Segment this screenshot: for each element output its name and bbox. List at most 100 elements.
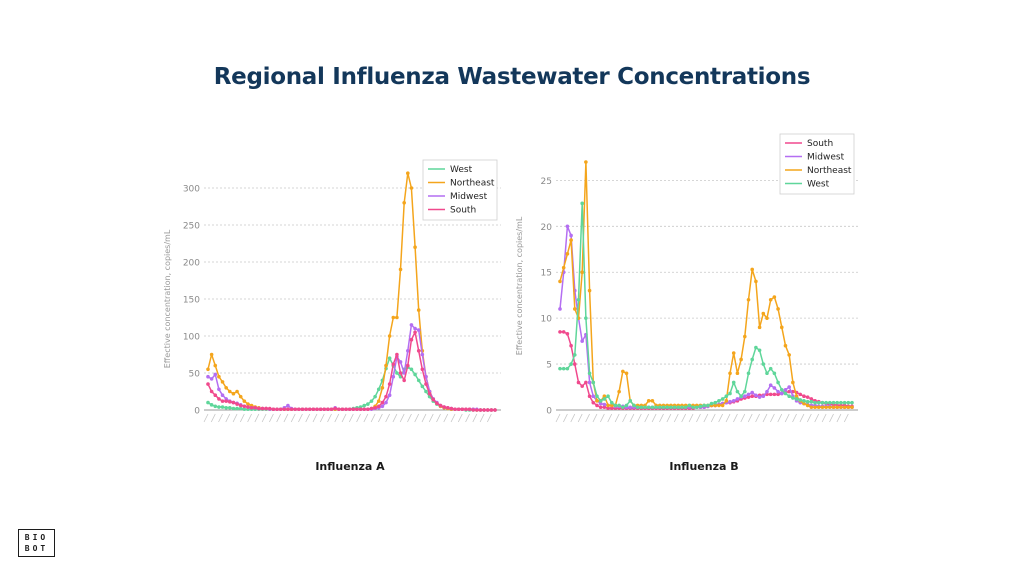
data-point-midwest xyxy=(591,394,596,399)
logo-line-2: BOT xyxy=(24,544,49,553)
data-point-south xyxy=(231,400,236,405)
x-tick-mark xyxy=(443,413,449,423)
data-point-south xyxy=(366,407,370,412)
x-tick-mark xyxy=(799,413,805,423)
y-axis-label: Effective concentration, copies/mL xyxy=(163,229,172,368)
data-point-south xyxy=(424,382,428,386)
data-point-northeast xyxy=(242,399,247,403)
data-point-west xyxy=(632,403,636,408)
data-point-south xyxy=(445,405,450,410)
x-tick-mark xyxy=(843,413,849,423)
x-tick-mark xyxy=(436,413,441,423)
x-tick-mark xyxy=(428,413,434,423)
data-point-west xyxy=(761,362,766,366)
data-point-northeast xyxy=(724,399,729,403)
data-point-northeast xyxy=(387,334,392,338)
data-point-south xyxy=(467,407,472,412)
data-point-west xyxy=(598,399,603,403)
data-point-west xyxy=(694,405,699,410)
x-tick-mark xyxy=(614,413,620,423)
data-point-northeast xyxy=(805,403,810,408)
data-point-west xyxy=(206,400,210,405)
data-point-northeast xyxy=(794,394,799,399)
x-tick-mark xyxy=(636,413,642,423)
data-point-northeast xyxy=(720,403,725,408)
x-tick-mark xyxy=(407,413,412,423)
data-point-south xyxy=(220,399,225,403)
data-point-west xyxy=(217,405,221,409)
data-point-midwest xyxy=(569,233,573,238)
data-point-west xyxy=(628,399,633,403)
data-point-northeast xyxy=(624,371,629,376)
data-point-northeast xyxy=(398,267,403,272)
x-tick-mark xyxy=(225,413,231,423)
data-point-south xyxy=(598,405,603,410)
data-point-west xyxy=(702,403,706,408)
data-point-south xyxy=(307,407,312,412)
data-point-west xyxy=(731,380,736,385)
x-tick-mark xyxy=(792,413,797,423)
data-point-south xyxy=(213,393,218,397)
data-point-northeast xyxy=(772,295,777,299)
x-tick-mark xyxy=(644,413,650,423)
legend-label-midwest: Midwest xyxy=(807,153,845,163)
data-point-northeast xyxy=(384,363,388,368)
data-point-midwest xyxy=(387,393,392,397)
x-tick-mark xyxy=(232,413,238,423)
data-point-northeast xyxy=(587,288,592,293)
x-tick-mark xyxy=(450,413,456,423)
data-point-west xyxy=(706,403,710,408)
data-point-south xyxy=(587,394,592,399)
y-tick-label: 15 xyxy=(541,269,552,279)
x-tick-mark xyxy=(784,413,790,423)
data-point-south xyxy=(333,406,337,411)
data-point-west xyxy=(743,389,747,394)
data-point-midwest xyxy=(420,352,425,357)
data-point-midwest xyxy=(731,399,736,403)
data-point-northeast xyxy=(713,403,718,408)
influenza-a-plot: 0 50 100 150 200 250 300 Effective concentratio… xyxy=(163,159,501,423)
x-tick-mark xyxy=(710,413,716,423)
data-point-northeast xyxy=(206,367,210,372)
data-point-west xyxy=(576,297,581,302)
data-point-midwest xyxy=(409,323,414,327)
x-tick-mark xyxy=(777,413,783,423)
data-point-midwest xyxy=(746,392,751,397)
data-point-west xyxy=(420,384,425,389)
series-line-west xyxy=(560,202,852,408)
data-point-south xyxy=(438,403,443,408)
data-point-south xyxy=(384,394,388,399)
data-point-south xyxy=(358,407,363,412)
data-point-south xyxy=(768,392,773,397)
data-point-northeast xyxy=(235,389,239,394)
data-point-south xyxy=(576,380,581,385)
data-point-south xyxy=(297,407,301,412)
data-point-south xyxy=(293,407,297,412)
y-tick-label: 5 xyxy=(546,361,552,371)
data-point-northeast xyxy=(787,353,791,357)
x-tick-mark xyxy=(681,413,687,423)
x-tick-mark xyxy=(414,413,420,423)
data-point-northeast xyxy=(802,401,806,406)
series-line-south xyxy=(207,331,495,411)
data-point-south xyxy=(206,382,210,386)
x-tick-mark xyxy=(348,413,354,423)
data-point-south xyxy=(471,408,476,412)
data-point-midwest xyxy=(398,360,403,364)
x-tick-mark xyxy=(457,413,463,423)
data-point-south xyxy=(406,363,410,368)
data-point-northeast xyxy=(646,399,651,403)
data-point-south xyxy=(460,407,465,412)
data-point-south xyxy=(802,394,806,399)
data-point-northeast xyxy=(761,311,766,316)
data-point-west xyxy=(750,357,755,362)
data-point-south xyxy=(329,407,334,412)
data-point-west xyxy=(680,405,684,410)
data-point-midwest xyxy=(735,397,740,401)
data-point-west xyxy=(413,372,417,377)
data-point-west xyxy=(735,389,740,394)
x-tick-mark xyxy=(577,413,583,423)
data-point-west xyxy=(698,404,703,409)
x-tick-mark xyxy=(305,413,311,423)
x-tick-mark xyxy=(696,413,701,423)
